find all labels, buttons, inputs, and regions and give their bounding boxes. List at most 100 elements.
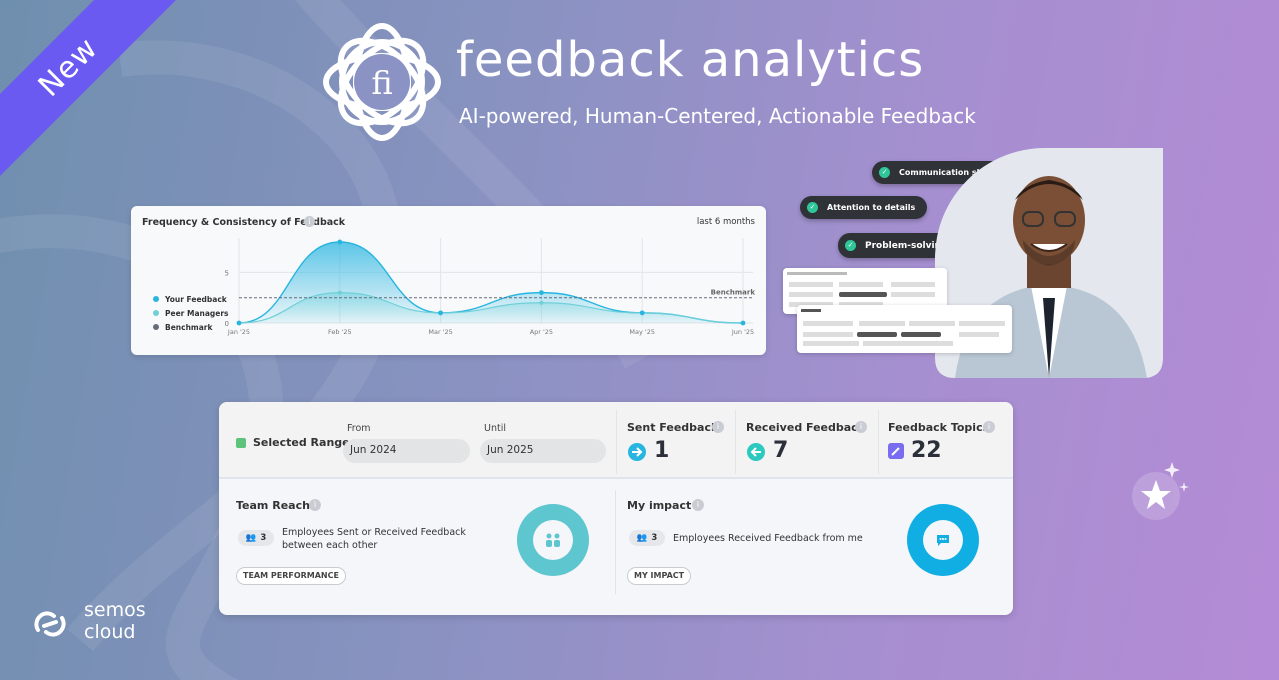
team-reach-description: Employees Sent or Received Feedback betwe… xyxy=(282,526,466,552)
team-glyph-icon xyxy=(546,533,560,547)
peer-managers-point xyxy=(539,300,544,305)
benchmark-label: Benchmark xyxy=(711,289,756,297)
until-date-field[interactable]: Jun 2025 xyxy=(480,439,606,463)
people-icon: 👥 xyxy=(636,533,648,543)
svg-text:fi: fi xyxy=(371,64,392,102)
new-badge: New xyxy=(0,0,181,180)
received-feedback-icon xyxy=(747,443,765,461)
peer-managers-line xyxy=(238,292,744,324)
my-impact-button[interactable]: MY IMPACT xyxy=(627,567,692,585)
peer-managers-point xyxy=(337,290,342,295)
people-icon: 👥 xyxy=(245,533,257,543)
brand-header: fi feedback analytics AI-powered, Human-… xyxy=(320,22,1020,142)
semos-cloud-logo: semos cloud xyxy=(30,600,146,648)
legend-dot xyxy=(153,310,159,316)
chart-title: Frequency & Consistency of Feedback xyxy=(142,217,346,228)
x-tick-label: Jan '25 xyxy=(227,328,250,336)
skill-label: Problem-solving xyxy=(865,240,948,251)
sent-feedback-icon xyxy=(628,443,646,461)
calendar-icon xyxy=(236,437,246,448)
feedback-frequency-chart-card: Frequency & Consistency of Feedback i la… xyxy=(131,206,766,355)
team-reach-count: 👥 3 xyxy=(238,530,274,546)
sparkle-star-icon xyxy=(1132,462,1189,520)
legend-label: Benchmark xyxy=(165,322,213,332)
legend-item: Benchmark xyxy=(153,320,229,334)
sent-feedback-label: Sent Feedback xyxy=(627,421,719,434)
skill-label: Attention to details xyxy=(827,203,916,212)
team-performance-button[interactable]: TEAM PERFORMANCE xyxy=(236,567,346,585)
team-reach-title: Team Reach xyxy=(236,499,310,512)
my-impact-count: 👥 3 xyxy=(629,530,665,546)
info-icon[interactable]: i xyxy=(309,499,321,511)
team-icon xyxy=(533,520,573,560)
feedback-analytics-logo-icon: fi xyxy=(323,23,441,141)
your-feedback-point xyxy=(539,290,544,296)
my-impact-title: My impact xyxy=(627,499,692,512)
mini-teamwork-panel xyxy=(797,305,1012,353)
check-icon: ✓ xyxy=(807,202,818,213)
selected-range-label: Selected Range xyxy=(253,436,350,449)
y-tick-label: 5 xyxy=(225,269,229,277)
legend-label: Your Feedback xyxy=(165,294,227,304)
description-line: between each other xyxy=(282,540,378,551)
company-name-line1: semos xyxy=(84,599,146,621)
x-tick-label: Mar '25 xyxy=(428,328,452,336)
divider xyxy=(735,410,736,474)
semos-cloud-logo-icon xyxy=(34,611,66,637)
selected-range: Selected Range xyxy=(236,436,350,449)
y-tick-label: 0 xyxy=(225,320,229,328)
legend-label: Peer Managers xyxy=(165,308,229,318)
x-tick-label: Jun '25 xyxy=(731,328,754,336)
skill-pill-attention: ✓ Attention to details xyxy=(800,196,928,219)
received-feedback-label: Received Feedback xyxy=(746,421,866,434)
your-feedback-point xyxy=(438,310,443,316)
skill-label: Communication skills xyxy=(899,168,995,177)
x-tick-label: Feb '25 xyxy=(328,328,352,336)
info-icon[interactable]: i xyxy=(855,421,867,433)
feedback-dashboard-card: Selected Range From Jun 2024 Until Jun 2… xyxy=(219,402,1013,615)
count-value: 3 xyxy=(651,533,658,543)
your-feedback-point xyxy=(639,310,645,316)
new-badge-label: New xyxy=(31,30,105,104)
info-icon[interactable]: i xyxy=(304,216,315,227)
brand-name: feedback analytics xyxy=(456,32,925,88)
legend-item: Your Feedback xyxy=(153,292,229,306)
from-label: From xyxy=(347,423,371,434)
info-icon[interactable]: i xyxy=(983,421,995,433)
chart-period[interactable]: last 6 months xyxy=(696,217,755,227)
feedback-topics-label: Feedback Topics xyxy=(888,421,990,434)
divider xyxy=(616,410,617,474)
your-feedback-point xyxy=(236,320,242,326)
description-line: Employees Sent or Received Feedback xyxy=(282,527,466,538)
team-reach-donut xyxy=(517,504,589,576)
count-value: 3 xyxy=(260,533,267,543)
received-feedback-value: 7 xyxy=(773,438,789,463)
check-icon: ✓ xyxy=(879,167,890,178)
divider xyxy=(878,410,879,474)
chart-legend: Your Feedback Peer Managers Benchmark xyxy=(153,292,229,334)
from-date-field[interactable]: Jun 2024 xyxy=(343,439,470,463)
check-icon: ✓ xyxy=(845,240,856,251)
chat-glyph-icon xyxy=(937,535,949,546)
chart-plot: 0 5 Jan '25 Feb '25 Mar '25 Apr '25 May '25 Jun… xyxy=(225,238,756,336)
my-impact-description: Employees Received Feedback from me xyxy=(673,533,863,544)
feedback-topics-value: 22 xyxy=(911,438,942,463)
sent-feedback-value: 1 xyxy=(654,438,670,463)
legend-dot xyxy=(153,324,159,330)
until-label: Until xyxy=(484,423,506,434)
brand-tagline: AI-powered, Human-Centered, Actionable F… xyxy=(459,104,976,128)
your-feedback-point xyxy=(740,320,746,326)
divider xyxy=(615,490,616,594)
legend-dot xyxy=(153,296,159,302)
your-feedback-point xyxy=(337,239,343,245)
x-tick-label: Apr '25 xyxy=(530,328,553,336)
legend-item: Peer Managers xyxy=(153,306,229,320)
info-icon[interactable]: i xyxy=(692,499,704,511)
chat-icon xyxy=(923,520,963,560)
feedback-topics-icon xyxy=(888,443,904,459)
x-tick-label: May '25 xyxy=(629,328,655,336)
info-icon[interactable]: i xyxy=(712,421,724,433)
company-name-line2: cloud xyxy=(84,621,136,643)
divider xyxy=(219,478,1013,479)
my-impact-donut xyxy=(907,504,979,576)
